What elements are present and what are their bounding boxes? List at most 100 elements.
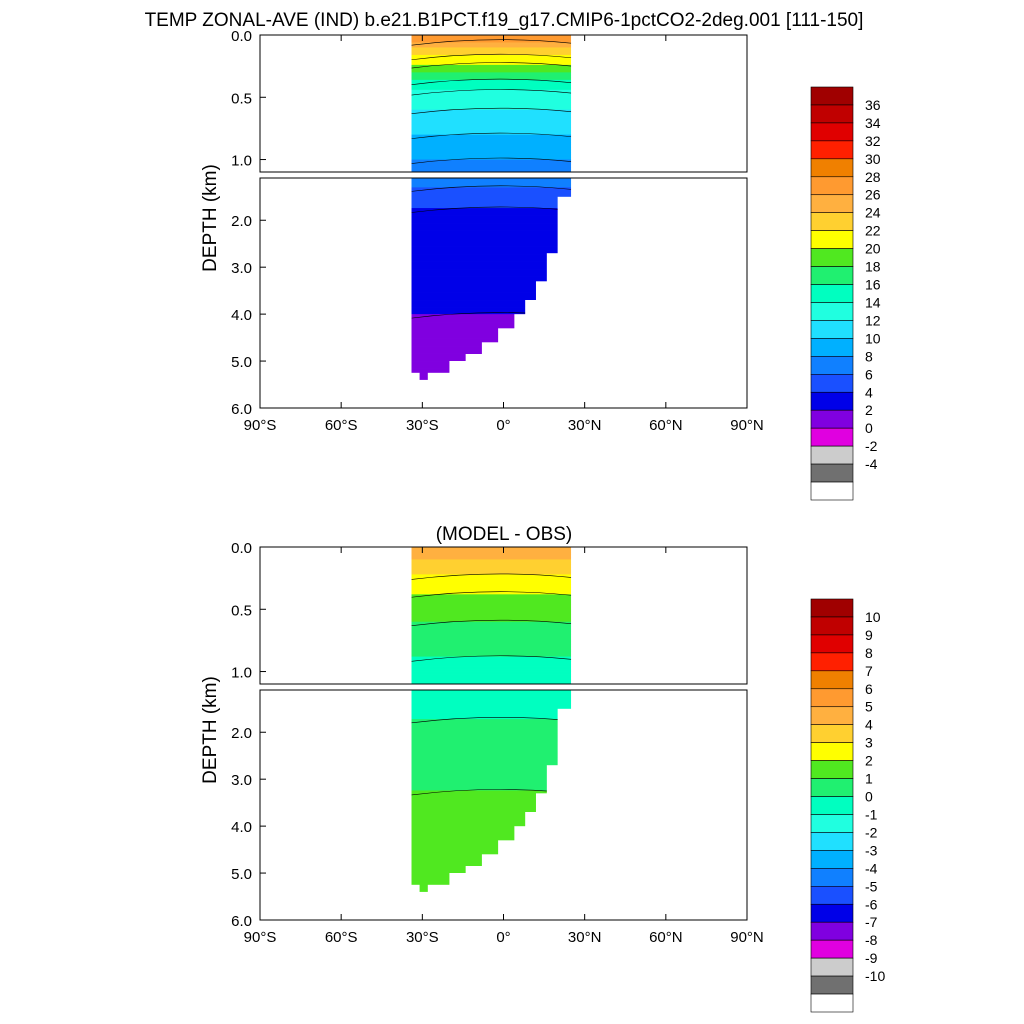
- colorbar-box: [810, 356, 854, 375]
- colorbar-box: [810, 284, 854, 303]
- colorbar-box: [810, 832, 854, 851]
- x-tick-label: 60°S: [325, 929, 358, 946]
- field-band: [411, 154, 572, 158]
- field-band: [411, 771, 572, 774]
- field-band: [411, 730, 572, 732]
- colorbar-label: -4: [865, 860, 878, 876]
- field-band: [411, 262, 572, 264]
- field-band: [411, 748, 572, 750]
- field-band: [411, 322, 572, 324]
- colorbar-box: [810, 778, 854, 797]
- field-band: [411, 264, 572, 266]
- field-band: [411, 847, 572, 850]
- field-band: [411, 778, 572, 780]
- field-band: [411, 92, 572, 96]
- field-band: [411, 252, 572, 254]
- field-band: [412, 395, 572, 396]
- colorbar-label: 0: [865, 789, 873, 805]
- field-band: [411, 84, 572, 88]
- field-band: [411, 212, 572, 215]
- field-band: [411, 732, 572, 734]
- field-band: [411, 798, 572, 801]
- field-band: [412, 905, 572, 906]
- field-band: [411, 763, 572, 765]
- field-band: [411, 313, 572, 315]
- field-band: [411, 694, 572, 697]
- field-band: [411, 699, 572, 701]
- field-band: [411, 551, 572, 555]
- field-band: [411, 54, 572, 58]
- x-tick-label: 30°S: [406, 417, 439, 434]
- field-band: [411, 112, 572, 116]
- field-band: [411, 646, 572, 650]
- field-band: [411, 203, 572, 205]
- field-band: [411, 162, 572, 165]
- colorbar-label: 20: [865, 241, 881, 257]
- field-band: [412, 910, 572, 911]
- field-band: [411, 776, 572, 778]
- field-band: [412, 914, 572, 915]
- field-band: [411, 829, 572, 832]
- field-band: [412, 385, 572, 386]
- field-band: [411, 715, 572, 717]
- field-band: [412, 909, 572, 910]
- field-band: [411, 329, 572, 331]
- field-band: [411, 707, 572, 710]
- field-band: [411, 149, 572, 153]
- field-band: [411, 250, 572, 252]
- field-band: [411, 237, 572, 239]
- field-band: [412, 900, 572, 901]
- field-band: [411, 94, 572, 98]
- field-band: [411, 781, 572, 783]
- colorbar-label: -10: [865, 968, 885, 984]
- field-band: [412, 405, 572, 406]
- field-band: [411, 751, 572, 754]
- field-band: [411, 828, 572, 830]
- field-band: [411, 274, 572, 277]
- field-band: [411, 734, 572, 736]
- field-band: [411, 784, 572, 787]
- field-band: [411, 619, 572, 623]
- field-band: [411, 52, 572, 56]
- field-band: [411, 795, 572, 797]
- field-band: [411, 335, 572, 338]
- field-band: [411, 561, 572, 565]
- field-band: [411, 766, 572, 768]
- field-band: [411, 332, 572, 335]
- colorbar-label: 30: [865, 151, 881, 167]
- colorbar-box: [810, 760, 854, 779]
- y-tick-label: 6.0: [231, 401, 252, 418]
- colorbar-box: [810, 688, 854, 708]
- field-band: [411, 846, 572, 849]
- field-band: [411, 214, 572, 216]
- field-band: [411, 727, 572, 729]
- field-band: [411, 812, 572, 815]
- field-band: [411, 756, 572, 758]
- field-band: [411, 142, 572, 145]
- colorbar-label: 10: [865, 609, 881, 625]
- field-band: [411, 641, 572, 645]
- field-band: [411, 728, 572, 730]
- field-band: [411, 750, 572, 752]
- field-band: [411, 104, 572, 108]
- field-band: [411, 134, 572, 138]
- field-band: [411, 554, 572, 558]
- field-band: [411, 789, 572, 791]
- field-band: [411, 599, 572, 603]
- field-band: [411, 703, 572, 705]
- field-band: [411, 831, 572, 834]
- field-band: [411, 328, 572, 330]
- field-band: [411, 232, 572, 234]
- field-band: [411, 759, 572, 761]
- field-band: [411, 39, 572, 43]
- field-band: [411, 304, 572, 307]
- field-band: [411, 772, 572, 774]
- field-band: [411, 374, 572, 376]
- field-band: [411, 316, 572, 319]
- field-band: [411, 238, 572, 240]
- field-band: [411, 230, 572, 232]
- colorbar-label: 7: [865, 663, 873, 679]
- field-band: [411, 559, 572, 563]
- field-band: [411, 127, 572, 131]
